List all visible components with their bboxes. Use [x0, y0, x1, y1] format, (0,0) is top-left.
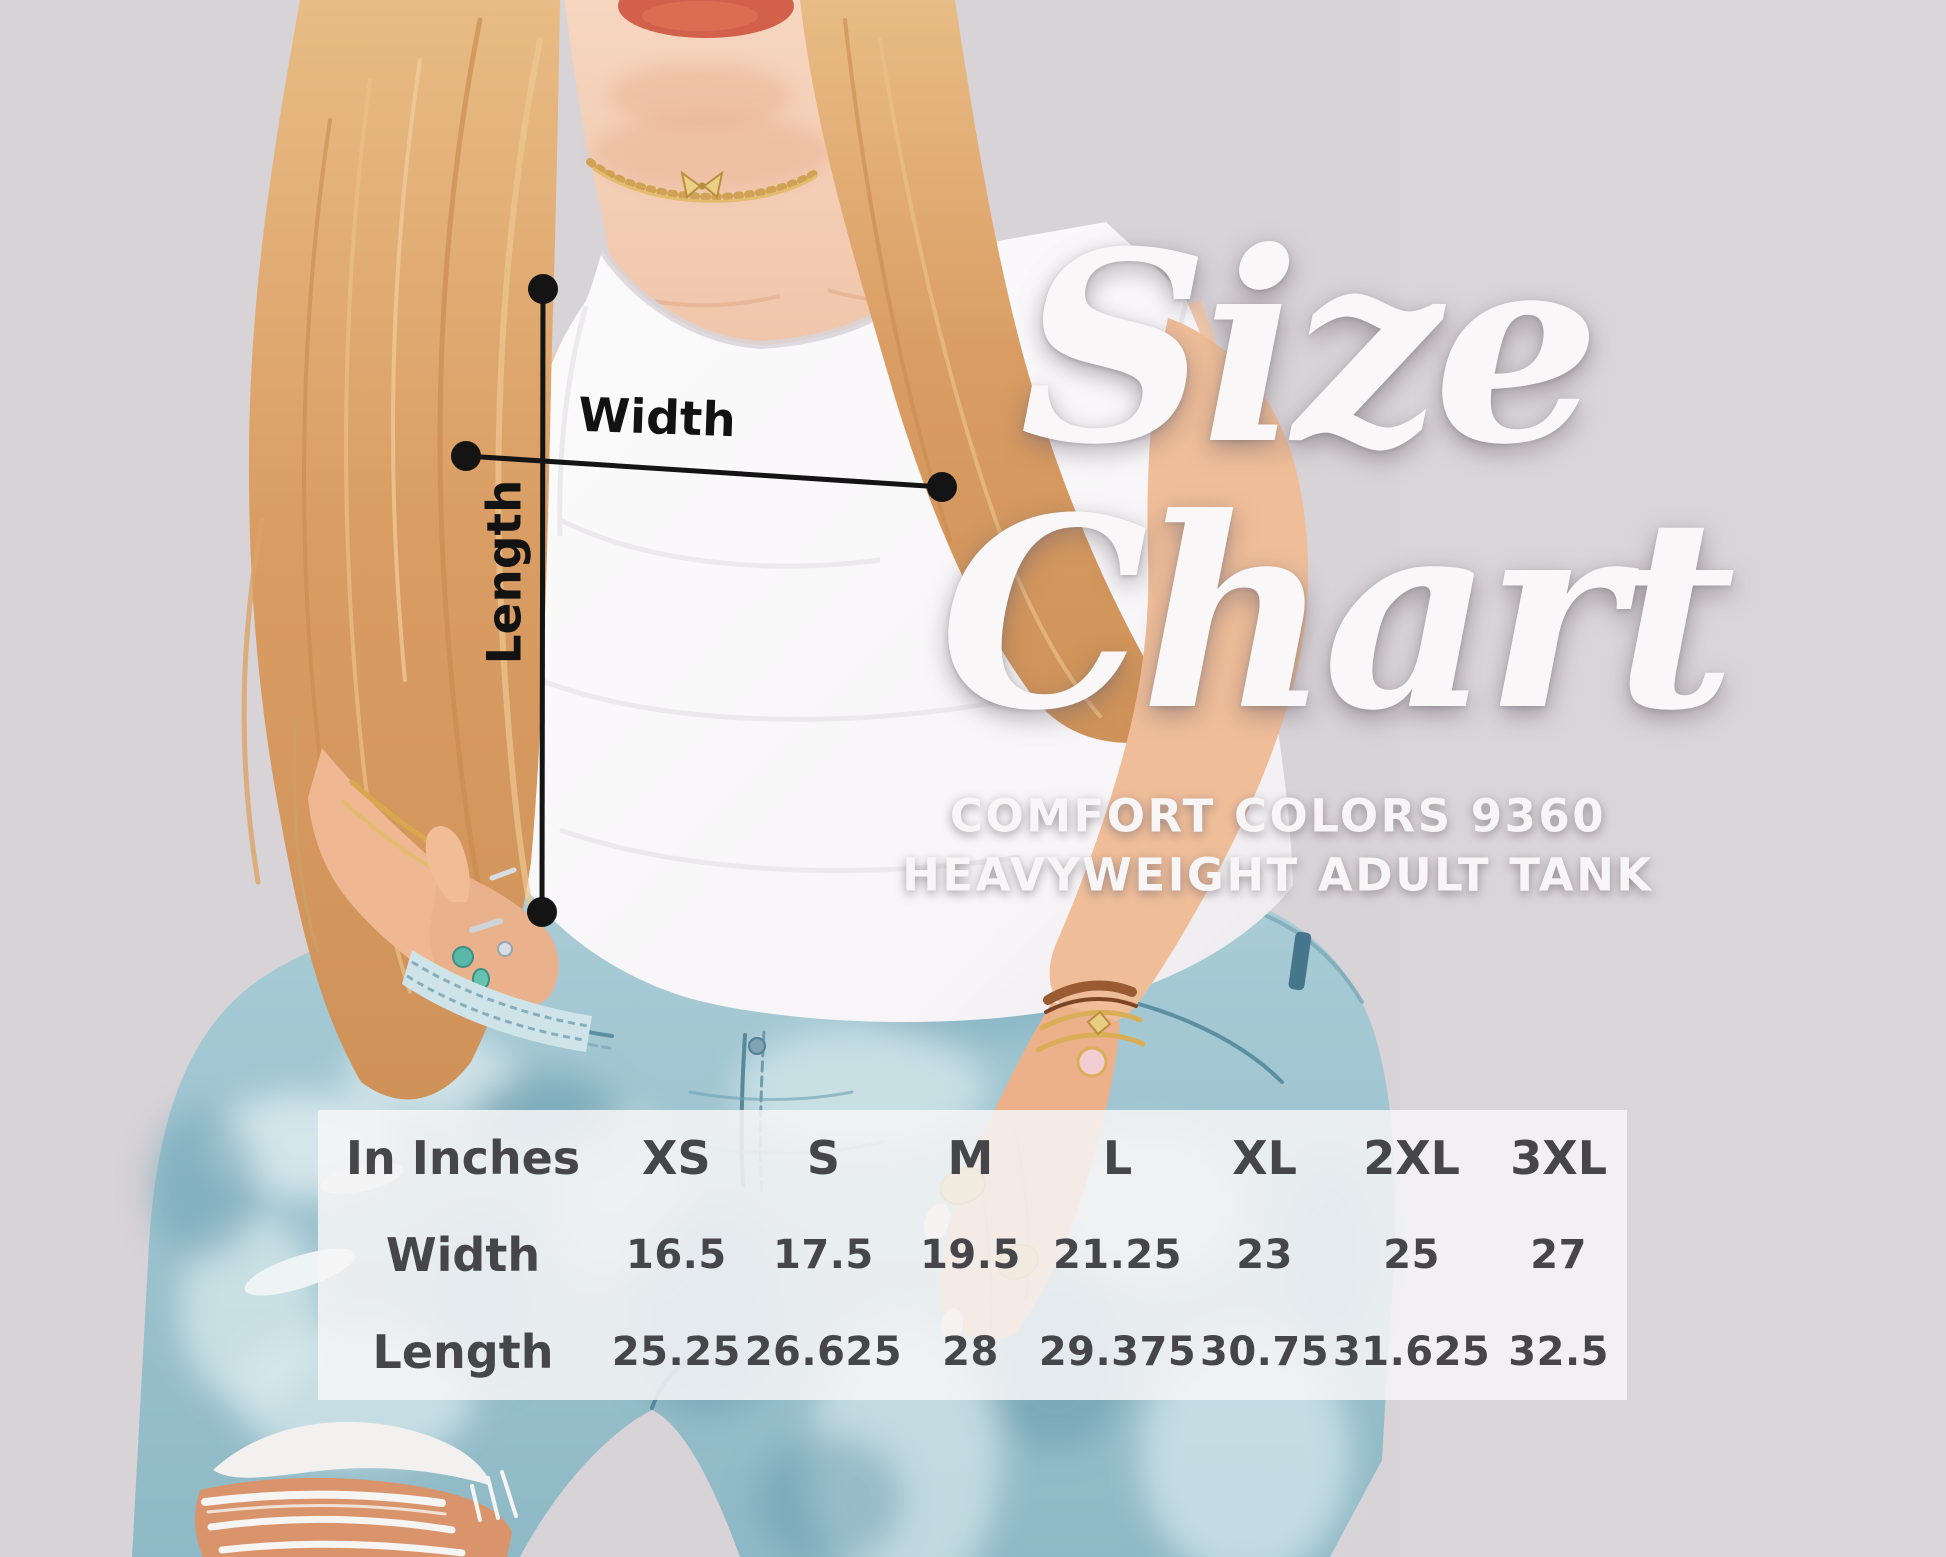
size-table: In Inches XS S M L XL 2XL 3XL Width 16.5… [318, 1110, 1627, 1400]
length-3xl: 32.5 [1508, 1328, 1609, 1375]
page-title-chart: Chart [939, 460, 1736, 768]
choker-necklace [586, 158, 824, 203]
length-l: 29.375 [1038, 1328, 1197, 1375]
width-m: 19.5 [920, 1231, 1021, 1278]
wrist-bracelets [1035, 980, 1146, 1078]
row-label-width: Width [385, 1227, 541, 1282]
row-label-length: Length [372, 1324, 554, 1379]
left-arm [292, 715, 592, 1052]
table-header-s: S [806, 1131, 840, 1186]
measurement-overlay [451, 274, 957, 927]
width-measure-label: Width [577, 387, 737, 449]
table-header-unit: In Inches [345, 1131, 581, 1186]
length-xs: 25.25 [611, 1328, 741, 1375]
width-l: 21.25 [1052, 1231, 1182, 1278]
table-header-3xl: 3XL [1510, 1131, 1608, 1186]
table-header-xs: XS [642, 1131, 711, 1186]
length-measure-line [527, 274, 558, 927]
table-header-2xl: 2XL [1363, 1131, 1460, 1186]
turquoise-rings [452, 867, 517, 990]
ripped-knee [195, 1421, 518, 1557]
length-2xl: 31.625 [1332, 1328, 1491, 1375]
butterfly-pendant [680, 170, 724, 199]
length-s: 26.625 [744, 1328, 903, 1375]
width-s: 17.5 [773, 1231, 874, 1278]
subtitle-line-1: COMFORT COLORS 9360 [949, 789, 1607, 843]
legs-gap [520, 1410, 740, 1557]
pocket-trim [402, 950, 592, 1052]
length-measure-label: Length [477, 479, 533, 665]
left-hand [429, 866, 559, 1013]
width-2xl: 25 [1383, 1231, 1440, 1278]
page-title-size: Size [1019, 194, 1601, 502]
table-header-xl: XL [1232, 1131, 1297, 1186]
length-m: 28 [942, 1328, 999, 1375]
product-subtitle: COMFORT COLORS 9360 HEAVYWEIGHT ADULT TA… [902, 787, 1654, 906]
length-xl: 30.75 [1200, 1328, 1330, 1375]
table-header-l: L [1102, 1131, 1133, 1186]
width-xs: 16.5 [626, 1231, 727, 1278]
thumb [425, 825, 470, 902]
hair-strands [241, 17, 1102, 994]
subtitle-line-2: HEAVYWEIGHT ADULT TANK [902, 849, 1654, 902]
width-3xl: 27 [1530, 1231, 1587, 1278]
width-measure-line [451, 441, 957, 502]
width-xl: 23 [1236, 1231, 1293, 1278]
table-header-m: M [947, 1131, 994, 1186]
